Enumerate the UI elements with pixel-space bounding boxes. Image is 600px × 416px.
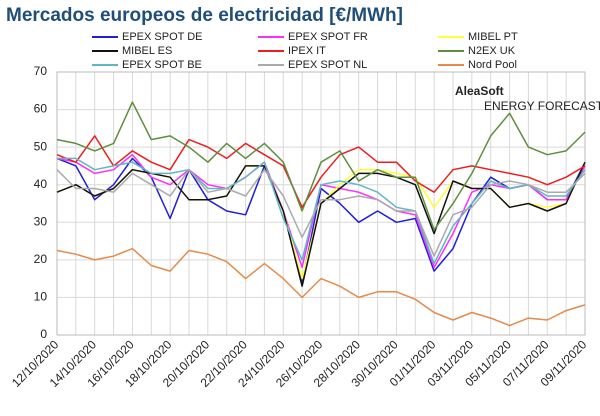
y-tick-label: 30: [34, 214, 48, 228]
plot-border: [56, 71, 586, 336]
legend-label: IPEX IT: [288, 45, 326, 57]
legend-label: MIBEL ES: [122, 45, 172, 57]
logo-tagline: ENERGY FORECASTING: [484, 99, 600, 113]
legend-label: EPEX SPOT DE: [122, 31, 203, 43]
chart-title: Mercados europeos de electricidad [€/MWh…: [6, 5, 403, 26]
legend-label: N2EX UK: [468, 45, 516, 57]
y-tick-label: 60: [34, 102, 48, 116]
y-tick-label: 70: [34, 64, 48, 78]
legend-label: EPEX SPOT FR: [288, 31, 368, 43]
y-tick-label: 50: [34, 139, 48, 153]
y-tick-label: 20: [34, 252, 48, 266]
legend-label: EPEX SPOT BE: [122, 59, 202, 71]
y-tick-label: 0: [40, 327, 47, 341]
legend-label: MIBEL PT: [468, 31, 518, 43]
series-line: [56, 157, 586, 284]
logo-name: AleaSoft: [455, 84, 504, 98]
series-line: [56, 168, 586, 257]
legend-label: Nord Pool: [468, 59, 517, 71]
legend-label: EPEX SPOT NL: [288, 59, 367, 71]
series-line: [56, 161, 586, 287]
series-line: [56, 135, 586, 209]
legend: EPEX SPOT DE EPEX SPOT FR MIBEL PT MIBEL ES…: [92, 31, 518, 71]
y-tick-label: 10: [34, 290, 48, 304]
series-line: [56, 247, 586, 327]
series-line: [56, 101, 586, 231]
y-tick-label: 40: [34, 177, 48, 191]
